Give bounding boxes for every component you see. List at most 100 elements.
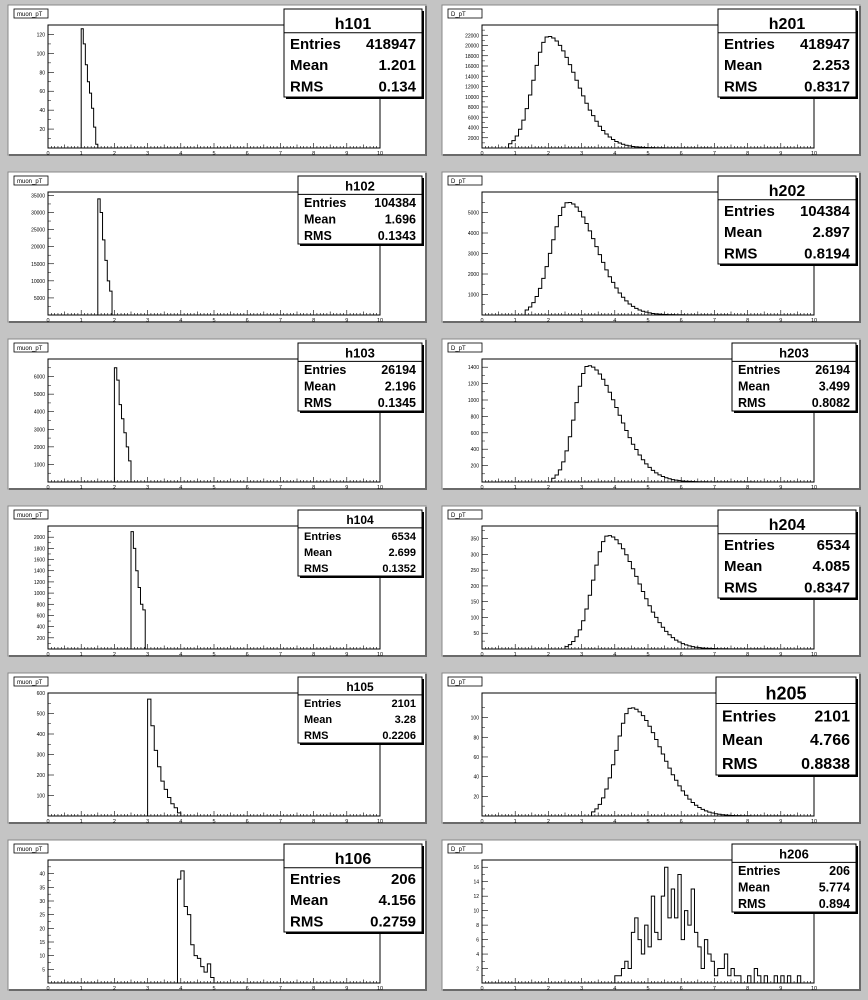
stats-mean-label: Mean — [304, 212, 336, 226]
histogram-pad-h201: D_pT 0 1 2 3 4 5 6 7 8 9 10 2000 4000 6000 8000 10000 120… — [441, 4, 861, 157]
x-tick-label: 7 — [713, 819, 716, 825]
stats-box — [297, 342, 423, 412]
y-tick-label: 4000 — [468, 126, 479, 132]
x-tick-label: 3 — [580, 151, 583, 157]
x-tick-label: 10 — [811, 318, 817, 324]
x-tick-label: 4 — [179, 485, 182, 491]
x-tick-label: 5 — [212, 318, 215, 324]
x-tick-label: 7 — [713, 485, 716, 491]
histogram-label-box — [13, 342, 49, 353]
stats-entries-value: 104384 — [800, 203, 851, 220]
x-tick-label: 7 — [279, 986, 282, 992]
stats-title: h201 — [769, 16, 806, 33]
y-tick-label: 14 — [473, 880, 479, 886]
y-tick-label: 35 — [39, 885, 45, 891]
y-tick-label: 400 — [37, 625, 46, 631]
y-tick-label: 20000 — [31, 245, 45, 251]
histogram-pad-h105: muon_pT 0 1 2 3 4 5 6 7 8 9 10 100 200 300 400 500 600 h10… — [7, 672, 427, 825]
stats-title: h202 — [769, 183, 806, 200]
x-tick-label: 3 — [146, 151, 149, 157]
x-tick-label: 8 — [746, 652, 749, 658]
x-tick-label: 2 — [113, 819, 116, 825]
histogram-pad-h205: D_pT 0 1 2 3 4 5 6 7 8 9 10 20 40 60 80 100 h205 Entries 21… — [441, 672, 861, 825]
y-tick-label: 2000 — [468, 272, 479, 278]
y-tick-label: 250 — [471, 568, 480, 574]
y-tick-label: 22000 — [465, 33, 479, 39]
x-tick-label: 8 — [312, 485, 315, 491]
x-tick-label: 10 — [377, 318, 383, 324]
y-tick-label: 200 — [471, 464, 480, 470]
x-tick-label: 0 — [480, 819, 483, 825]
histogram-line — [482, 365, 815, 483]
stats-title: h102 — [345, 178, 375, 193]
x-tick-label: 6 — [246, 151, 249, 157]
stats-entries-label: Entries — [724, 36, 775, 53]
x-tick-label: 4 — [179, 151, 182, 157]
y-tick-label: 10000 — [31, 279, 45, 285]
x-tick-label: 2 — [113, 151, 116, 157]
x-tick-label: 2 — [113, 652, 116, 658]
x-tick-label: 9 — [345, 151, 348, 157]
stats-box — [731, 342, 857, 412]
x-tick-label: 7 — [279, 151, 282, 157]
y-tick-label: 6000 — [34, 375, 45, 381]
x-tick-label: 4 — [613, 485, 616, 491]
y-tick-label: 80 — [473, 735, 479, 741]
x-tick-label: 0 — [46, 151, 49, 157]
x-tick-label: 6 — [680, 819, 683, 825]
x-tick-label: 8 — [312, 151, 315, 157]
x-tick-label: 10 — [377, 986, 383, 992]
y-tick-label: 100 — [471, 615, 480, 621]
stats-entries-value: 26194 — [815, 363, 850, 377]
y-tick-label: 12000 — [465, 85, 479, 91]
stats-title: h204 — [769, 517, 806, 534]
histogram-pad-h102: muon_pT 0 1 2 3 4 5 6 7 8 9 10 5000 10000 15000 20000 25… — [7, 171, 427, 324]
x-tick-label: 4 — [613, 819, 616, 825]
stats-title: h104 — [346, 513, 374, 527]
stats-rms-label: RMS — [724, 79, 757, 96]
y-tick-label: 150 — [471, 600, 480, 606]
y-tick-label: 1000 — [468, 293, 479, 299]
x-tick-label: 0 — [480, 485, 483, 491]
y-tick-label: 100 — [471, 716, 480, 722]
stats-mean-label: Mean — [724, 224, 762, 241]
x-tick-label: 5 — [212, 151, 215, 157]
x-tick-label: 4 — [179, 819, 182, 825]
y-tick-label: 40 — [473, 775, 479, 781]
x-tick-label: 10 — [811, 652, 817, 658]
x-tick-label: 9 — [779, 151, 782, 157]
x-tick-label: 9 — [779, 318, 782, 324]
x-tick-label: 7 — [279, 819, 282, 825]
x-tick-label: 3 — [580, 485, 583, 491]
stats-mean-label: Mean — [738, 880, 770, 894]
x-tick-label: 2 — [547, 318, 550, 324]
y-tick-label: 1200 — [34, 580, 45, 586]
y-tick-label: 30 — [39, 899, 45, 905]
x-tick-label: 7 — [713, 151, 716, 157]
x-tick-label: 10 — [811, 819, 817, 825]
x-tick-label: 4 — [179, 652, 182, 658]
x-tick-label: 4 — [179, 986, 182, 992]
histogram-label-box — [447, 843, 483, 854]
x-tick-label: 0 — [46, 986, 49, 992]
y-tick-label: 14000 — [465, 74, 479, 80]
x-tick-label: 8 — [312, 652, 315, 658]
histogram-label: D_pT — [451, 513, 466, 519]
x-tick-label: 8 — [312, 819, 315, 825]
x-tick-label: 3 — [146, 318, 149, 324]
stats-entries-label: Entries — [724, 537, 775, 554]
x-tick-label: 8 — [746, 151, 749, 157]
histogram-label: D_pT — [451, 680, 466, 686]
y-tick-label: 6000 — [468, 115, 479, 121]
x-tick-label: 5 — [646, 485, 649, 491]
x-tick-label: 1 — [514, 151, 517, 157]
x-tick-label: 2 — [547, 986, 550, 992]
stats-rms-value: 0.894 — [819, 897, 850, 911]
histogram-label: muon_pT — [17, 12, 43, 18]
x-tick-label: 6 — [680, 151, 683, 157]
y-tick-label: 300 — [37, 753, 46, 759]
stats-rms-label: RMS — [738, 396, 766, 410]
y-tick-label: 16000 — [465, 64, 479, 70]
x-tick-label: 4 — [613, 318, 616, 324]
